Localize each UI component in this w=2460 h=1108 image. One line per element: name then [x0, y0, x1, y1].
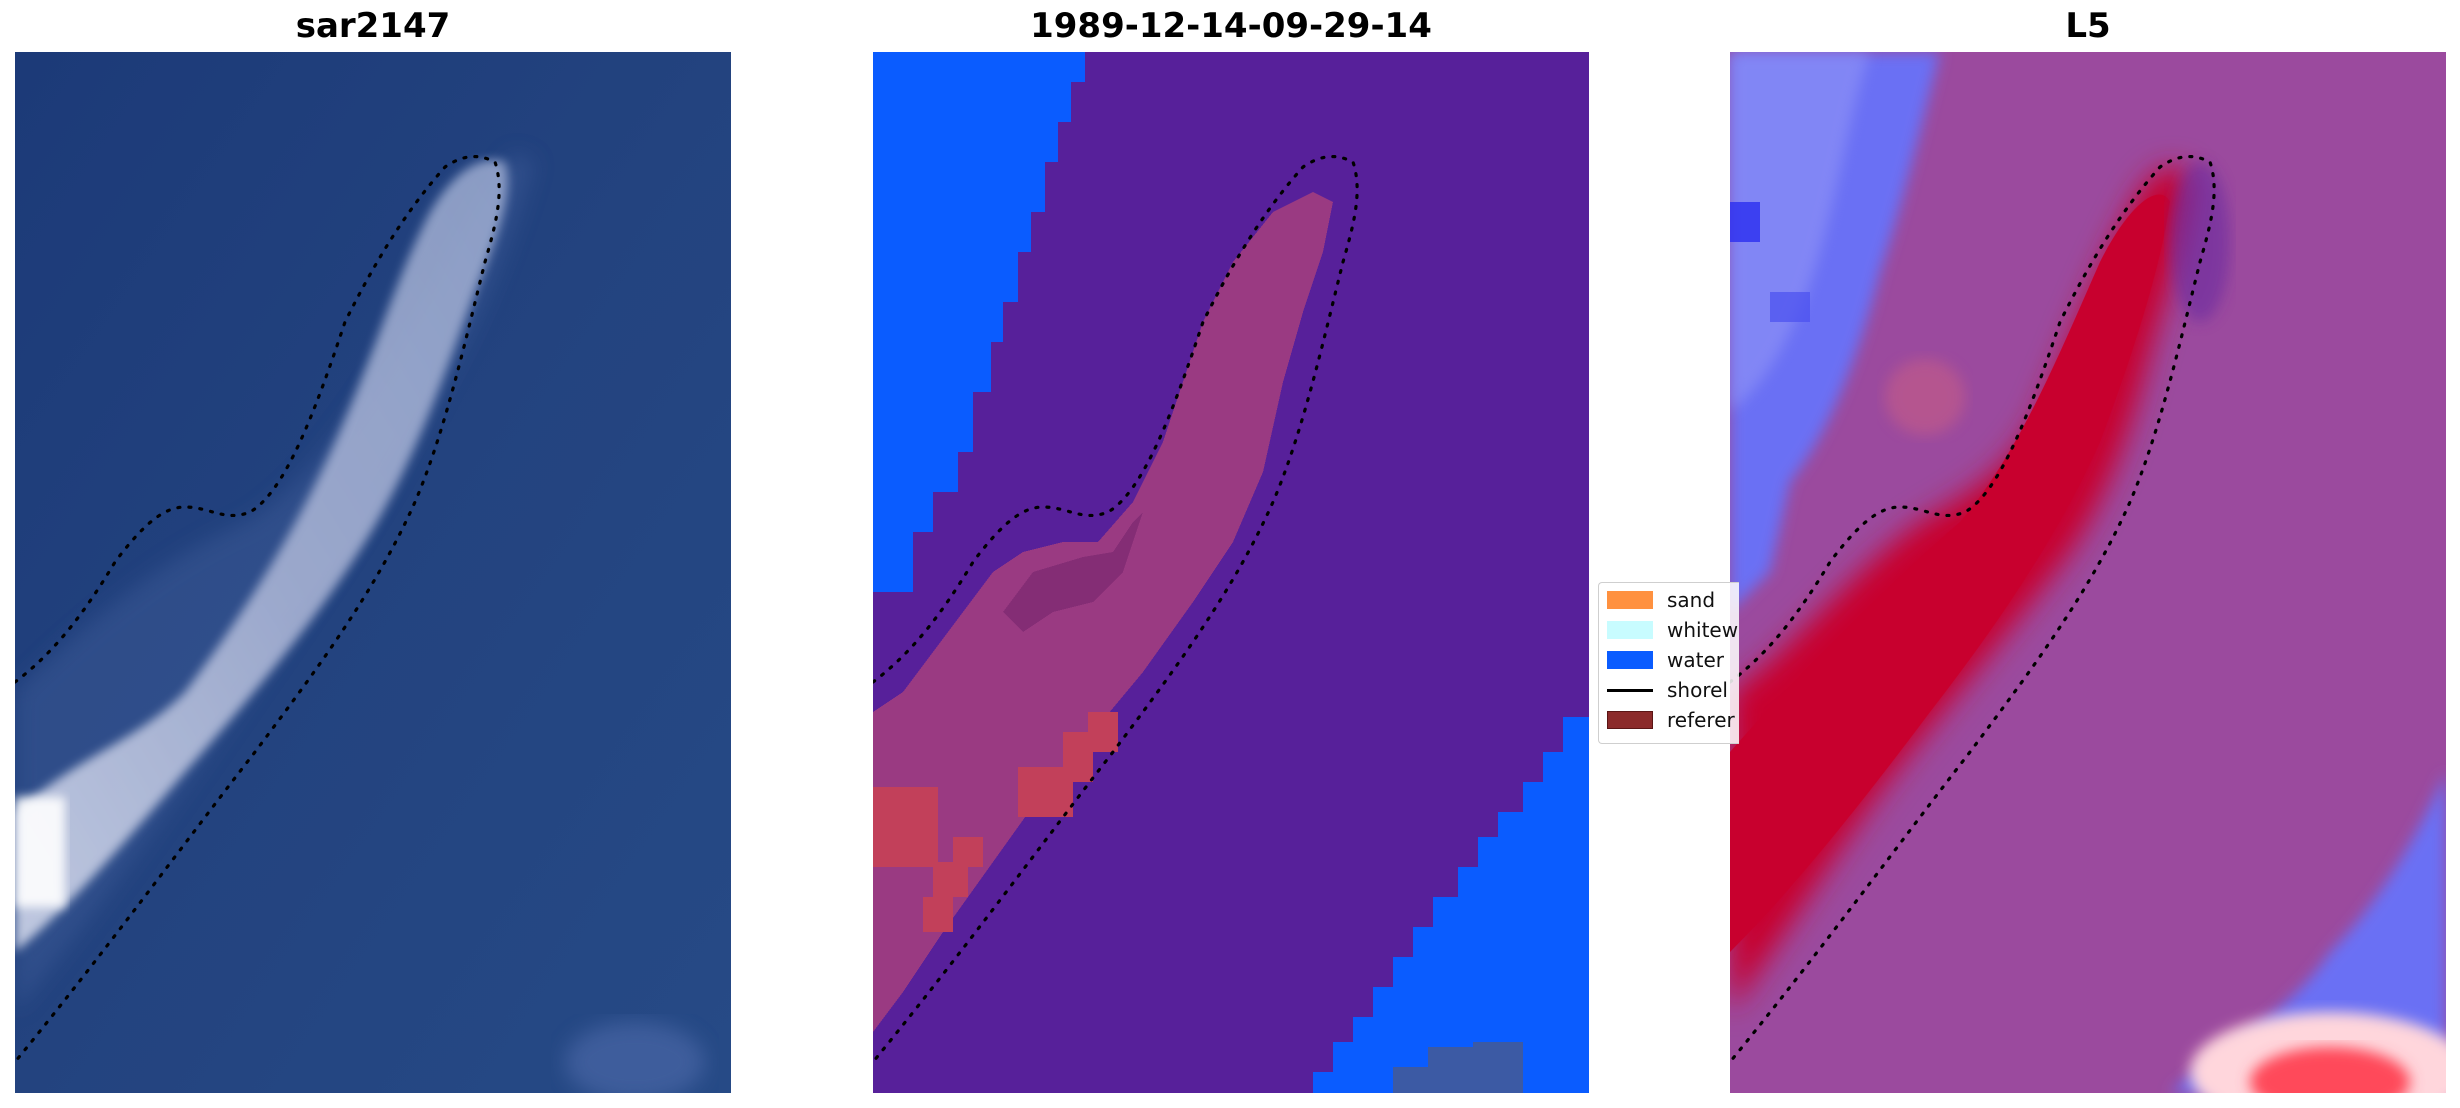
panel-title-probability: L5	[2065, 6, 2111, 46]
legend-item-water: water	[1607, 647, 1724, 673]
reference-swatch	[1607, 711, 1653, 729]
legend-label-water: water	[1667, 648, 1724, 672]
legend-item-reference: referer	[1607, 707, 1735, 733]
sand-swatch	[1607, 591, 1653, 609]
shoreline-contour	[1730, 154, 2216, 1064]
legend-item-shoreline: shorel	[1607, 677, 1728, 703]
legend-item-sand: sand	[1607, 587, 1715, 613]
shoreline-contour	[15, 154, 501, 1064]
whitewater-swatch	[1607, 621, 1653, 639]
legend-label-reference: referer	[1667, 708, 1735, 732]
legend: sand whitew water shorel referer	[1598, 582, 1739, 744]
legend-label-whitewater: whitew	[1667, 618, 1739, 642]
rgb-image-panel	[15, 52, 731, 1093]
water-swatch	[1607, 651, 1653, 669]
shoreline-line-swatch	[1607, 688, 1653, 692]
probability-panel	[1730, 52, 2446, 1093]
legend-item-whitewater: whitew	[1607, 617, 1738, 643]
legend-label-sand: sand	[1667, 588, 1716, 612]
classification-image	[873, 52, 1589, 1093]
panel-title-classification: 1989-12-14-09-29-14	[1030, 6, 1432, 46]
probability-image	[1730, 52, 2446, 1093]
classification-panel	[873, 52, 1589, 1093]
legend-label-shoreline: shorel	[1667, 678, 1728, 702]
water-region-bottom-right	[1313, 717, 1589, 1093]
panel-title-rgb: sar2147	[295, 6, 451, 46]
rgb-image	[15, 52, 731, 1093]
shoreline-contour	[873, 154, 1359, 1064]
water-region-top-left	[873, 52, 1085, 592]
